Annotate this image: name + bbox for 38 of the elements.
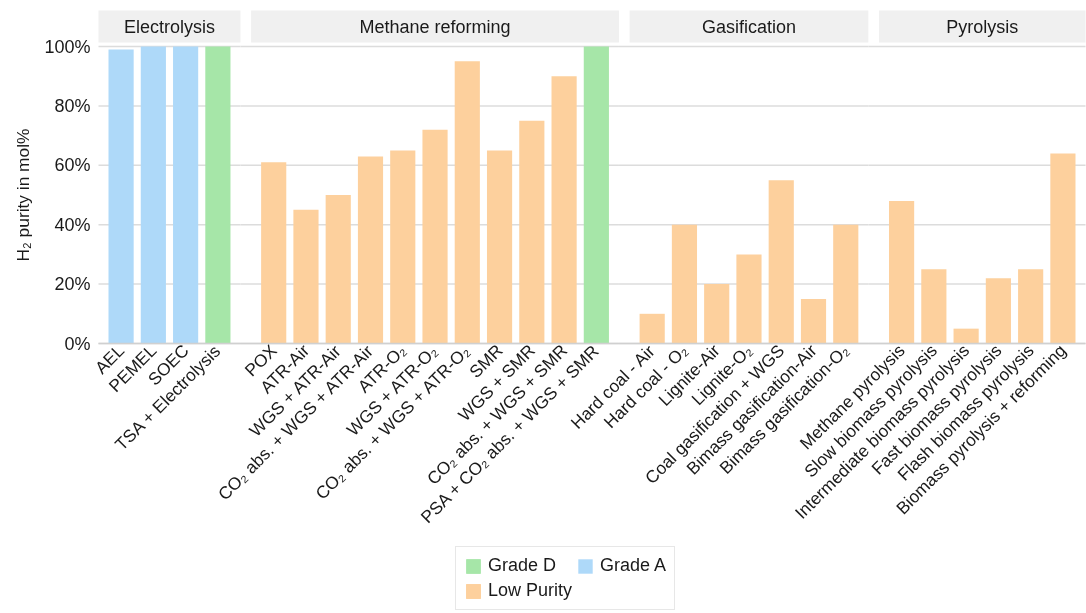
bar: [889, 200, 915, 344]
legend-label: Low Purity: [488, 580, 573, 601]
bar: [736, 254, 762, 344]
bar: [833, 224, 859, 344]
bar: [551, 76, 577, 344]
y-tick-label: 20%: [54, 274, 91, 295]
bar: [357, 156, 384, 344]
y-axis-title: H₂ purity in mol%: [12, 128, 33, 262]
legend-label: Grade D: [488, 555, 557, 576]
chart-title: Electrolysis: [123, 16, 216, 37]
bar: [325, 195, 351, 344]
y-tick-label: 60%: [54, 155, 91, 176]
bar: [704, 284, 730, 344]
bar: [293, 209, 319, 344]
bar: [800, 298, 827, 344]
y-tick-label: 100%: [44, 36, 91, 57]
bar: [671, 224, 698, 344]
bar: [454, 61, 480, 344]
chart-title: Gasification: [701, 16, 796, 37]
bar: [953, 328, 979, 344]
bar: [985, 278, 1011, 344]
bar: [768, 180, 794, 344]
bar: [583, 46, 609, 344]
bar: [261, 162, 287, 344]
bar: [519, 120, 545, 344]
bar: [390, 150, 416, 344]
bar: [486, 150, 513, 344]
bar: [422, 129, 448, 344]
bar: [921, 269, 947, 344]
chart-title: Pyrolysis: [946, 16, 1019, 37]
y-tick-label: 80%: [54, 95, 91, 116]
bar: [1050, 153, 1076, 344]
chart-title: Methane reforming: [359, 16, 511, 37]
bar: [1018, 269, 1044, 344]
bar: [639, 313, 665, 344]
y-tick-label: 0%: [64, 333, 91, 354]
y-tick-label: 40%: [54, 214, 91, 235]
legend-label: Grade A: [600, 555, 667, 576]
